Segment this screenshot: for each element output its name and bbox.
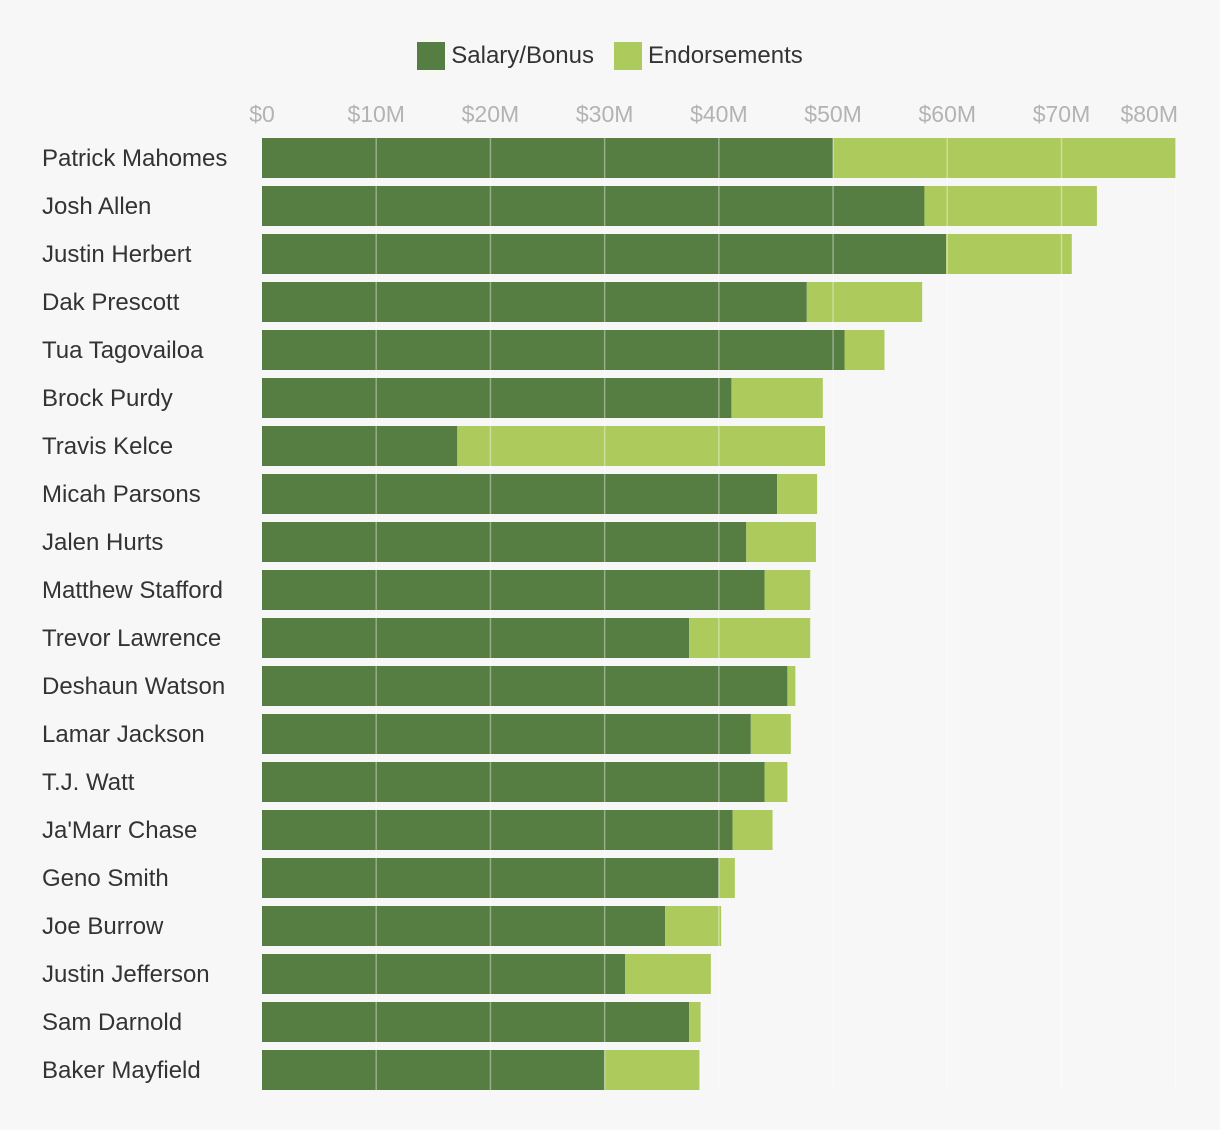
x-tick-label-4: $40M xyxy=(690,101,748,127)
category-label-17: Justin Jefferson xyxy=(42,961,210,988)
legend-swatch-salary-bonus xyxy=(417,42,446,70)
category-label-19: Baker Mayfield xyxy=(42,1057,201,1084)
bar-endorsements-11 xyxy=(787,666,796,706)
x-tick-label-7: $70M xyxy=(1033,101,1091,127)
category-label-2: Justin Herbert xyxy=(42,241,192,268)
bar-salary-bonus-3 xyxy=(262,282,807,322)
category-label-16: Joe Burrow xyxy=(42,913,164,940)
bar-salary-bonus-12 xyxy=(262,714,751,754)
category-labels-group: Patrick Mahomes Josh Allen Justin Herbert D… xyxy=(42,145,227,1084)
bar-endorsements-5 xyxy=(731,378,823,418)
gridlines-group xyxy=(375,138,1177,1090)
category-label-13: T.J. Watt xyxy=(42,769,135,796)
bar-salary-bonus-16 xyxy=(262,906,666,946)
bar-endorsements-14 xyxy=(732,810,773,850)
category-label-18: Sam Darnold xyxy=(42,1009,182,1036)
bar-endorsements-17 xyxy=(625,954,711,994)
x-tick-label-1: $10M xyxy=(347,101,405,127)
bar-endorsements-1 xyxy=(924,186,1097,226)
legend: Salary/Bonus Endorsements xyxy=(0,42,1220,70)
x-tick-label-0: $0 xyxy=(249,101,275,127)
x-tick-label-8: $80M xyxy=(1120,101,1178,127)
bar-endorsements-6 xyxy=(457,426,826,466)
x-tick-label-5: $50M xyxy=(804,101,862,127)
category-label-14: Ja'Marr Chase xyxy=(42,817,197,844)
bar-salary-bonus-14 xyxy=(262,810,733,850)
category-label-15: Geno Smith xyxy=(42,865,169,892)
bar-salary-bonus-0 xyxy=(262,138,834,178)
legend-swatch-endorsements xyxy=(614,42,642,70)
bar-salary-bonus-15 xyxy=(262,858,719,898)
x-tick-label-6: $60M xyxy=(919,101,977,127)
bar-salary-bonus-8 xyxy=(262,522,747,562)
category-label-1: Josh Allen xyxy=(42,193,151,220)
bar-endorsements-19 xyxy=(604,1050,700,1090)
x-tick-label-2: $20M xyxy=(462,101,520,127)
category-label-12: Lamar Jackson xyxy=(42,721,205,748)
legend-label-endorsements: Endorsements xyxy=(648,42,803,69)
category-label-4: Tua Tagovailoa xyxy=(42,337,204,364)
bar-salary-bonus-6 xyxy=(262,426,458,466)
bar-endorsements-10 xyxy=(689,618,811,658)
bar-endorsements-7 xyxy=(777,474,818,514)
bar-salary-bonus-1 xyxy=(262,186,925,226)
category-label-8: Jalen Hurts xyxy=(42,529,163,556)
x-tick-label-3: $30M xyxy=(576,101,634,127)
category-label-0: Patrick Mahomes xyxy=(42,145,227,172)
category-label-6: Travis Kelce xyxy=(42,433,173,460)
bar-salary-bonus-10 xyxy=(262,618,690,658)
bar-salary-bonus-13 xyxy=(262,762,765,802)
bar-endorsements-4 xyxy=(844,330,885,370)
category-label-7: Micah Parsons xyxy=(42,481,201,508)
bar-endorsements-12 xyxy=(750,714,791,754)
bar-endorsements-0 xyxy=(833,138,1176,178)
bar-endorsements-16 xyxy=(665,906,722,946)
legend-label-salary-bonus: Salary/Bonus xyxy=(451,42,594,69)
bar-endorsements-15 xyxy=(718,858,735,898)
legend-item-endorsements: Endorsements xyxy=(614,42,803,70)
bar-salary-bonus-5 xyxy=(262,378,732,418)
category-label-10: Trevor Lawrence xyxy=(42,625,221,652)
category-label-9: Matthew Stafford xyxy=(42,577,223,604)
bar-endorsements-3 xyxy=(806,282,923,322)
bars-group xyxy=(262,138,1176,1090)
category-label-3: Dak Prescott xyxy=(42,289,180,316)
bar-salary-bonus-11 xyxy=(262,666,788,706)
bar-salary-bonus-7 xyxy=(262,474,778,514)
bar-endorsements-18 xyxy=(689,1002,701,1042)
bar-salary-bonus-19 xyxy=(262,1050,605,1090)
bar-salary-bonus-18 xyxy=(262,1002,690,1042)
bar-endorsements-8 xyxy=(746,522,816,562)
bar-salary-bonus-4 xyxy=(262,330,845,370)
category-label-11: Deshaun Watson xyxy=(42,673,225,700)
legend-item-salary-bonus: Salary/Bonus xyxy=(417,42,594,70)
bar-salary-bonus-17 xyxy=(262,954,626,994)
bar-endorsements-13 xyxy=(764,762,788,802)
bar-endorsements-2 xyxy=(946,234,1072,274)
bar-salary-bonus-2 xyxy=(262,234,947,274)
x-tick-labels-group: $0 $10M $20M $30M $40M $50M $60M $70M $80M xyxy=(249,101,1178,127)
bar-endorsements-9 xyxy=(764,570,811,610)
category-label-5: Brock Purdy xyxy=(42,385,173,412)
bar-salary-bonus-9 xyxy=(262,570,765,610)
